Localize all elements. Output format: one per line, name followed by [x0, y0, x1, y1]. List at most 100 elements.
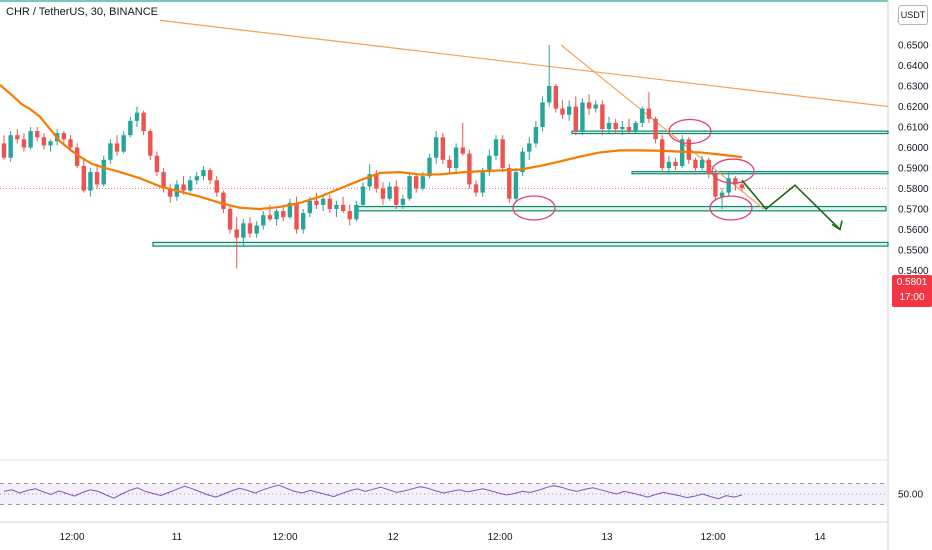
time-tick-label: 11 [172, 532, 183, 543]
candles [1, 45, 745, 269]
candle-body [400, 198, 406, 205]
candle-body [207, 170, 213, 181]
trendlines [0, 19, 889, 210]
candle-body [414, 176, 419, 189]
candle [566, 100, 572, 121]
candle-body [287, 202, 293, 218]
candle [527, 137, 532, 160]
price-tick-label: 0.6500 [898, 41, 929, 52]
candle [61, 131, 67, 144]
candle [626, 118, 632, 134]
candle-body [300, 213, 306, 230]
price-tick-label: 0.5400 [898, 266, 929, 277]
candle [347, 204, 352, 226]
candle [274, 209, 279, 226]
candle-body [234, 229, 239, 238]
candle [327, 194, 332, 214]
price-tick-label: 0.6400 [898, 61, 929, 72]
candle-body [254, 225, 259, 234]
candle [467, 149, 472, 189]
candle [88, 168, 93, 197]
candle [653, 116, 658, 144]
candle-body [593, 104, 598, 109]
candle-body [128, 120, 133, 136]
candle [287, 198, 293, 220]
price-tick-label: 0.5500 [898, 246, 929, 257]
candle-body [407, 176, 412, 199]
candle-body [540, 102, 545, 127]
candle [387, 182, 392, 201]
candle-body [194, 176, 200, 181]
candle-body [360, 186, 366, 205]
candle-body [35, 131, 40, 138]
candle-body [94, 172, 100, 185]
candle [693, 157, 698, 173]
rsi-pane: 50.00 [0, 483, 923, 505]
price-tick-label: 0.5900 [898, 164, 929, 175]
candle [1, 135, 7, 160]
candle-body [387, 186, 392, 199]
candle [706, 157, 711, 179]
support-zones [152, 130, 889, 247]
candle-body [227, 209, 233, 230]
currency-badge[interactable]: USDT [898, 5, 928, 25]
candle-body [294, 202, 299, 230]
support-zone [631, 171, 889, 175]
candle-body [221, 192, 226, 209]
candle [487, 149, 492, 177]
candle-body [699, 159, 705, 168]
candle [513, 168, 519, 203]
candle-body [241, 223, 246, 238]
candle [360, 182, 366, 207]
candle [8, 131, 13, 162]
candle [540, 96, 545, 132]
candle [380, 182, 386, 205]
highlight-circle [668, 118, 712, 145]
candle [21, 133, 27, 152]
candle-body [733, 178, 738, 185]
candle-body [114, 143, 120, 152]
candle [613, 118, 618, 134]
candle [726, 172, 731, 197]
candle [281, 204, 286, 222]
candle [28, 127, 33, 150]
arrow-head [831, 220, 843, 231]
support-zone [357, 205, 887, 212]
candle-body [706, 159, 711, 175]
candle [646, 92, 652, 123]
candle-body [513, 172, 519, 199]
candle-body [493, 139, 499, 156]
moving-average [0, 84, 743, 211]
price-tick-label: 0.6100 [898, 123, 929, 134]
candle [234, 217, 239, 269]
candle-body [307, 200, 313, 214]
highlight-circle [512, 195, 556, 221]
candle-body [181, 184, 186, 191]
time-tick-label: 12:00 [59, 532, 84, 543]
candle [739, 182, 745, 191]
candle [320, 194, 326, 212]
candle-body [686, 139, 692, 160]
time-tick-label: 13 [601, 532, 613, 543]
candle-body [560, 108, 565, 115]
candle-body [467, 153, 472, 185]
candle-body [580, 102, 585, 132]
candle [414, 174, 419, 193]
candle-body [374, 174, 379, 189]
candle-body [367, 174, 372, 187]
candle [633, 120, 638, 134]
candle-body [646, 108, 652, 119]
candle [719, 188, 725, 209]
candle [580, 98, 585, 136]
candle-body [15, 135, 20, 140]
candle [586, 94, 592, 115]
bar-countdown: 17:00 [899, 292, 925, 303]
candle [194, 172, 200, 185]
price-tick-label: 0.5700 [898, 205, 929, 216]
candle [666, 155, 672, 175]
candle-body [473, 184, 479, 193]
candle-body [21, 139, 27, 148]
candle-body [214, 180, 219, 193]
trendline [159, 19, 889, 108]
